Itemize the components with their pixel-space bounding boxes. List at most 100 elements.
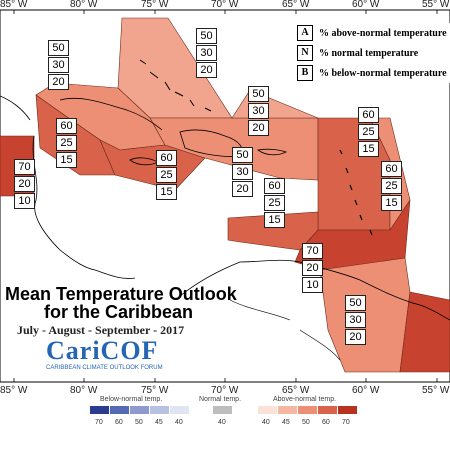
- scale-below-label: Below-normal temp.: [100, 396, 163, 403]
- bahamas-islands: [139, 59, 212, 112]
- swatch-above-70: [338, 406, 357, 414]
- value-normal: 30: [196, 45, 217, 61]
- legend-row-above: A % above-normal temperature: [297, 23, 450, 43]
- value-normal: 30: [248, 103, 269, 119]
- lon-bottom-85w: 85° W: [0, 385, 28, 396]
- value-above: 50: [48, 40, 69, 56]
- lon-top-60w: 60° W: [352, 0, 380, 10]
- lon-bottom-75w: 75° W: [141, 385, 169, 396]
- swatch-above-45: [278, 406, 297, 414]
- lon-top-80w: 80° W: [70, 0, 98, 10]
- lon-top-55w: 55° W: [422, 0, 450, 10]
- value-normal: 20: [14, 176, 35, 192]
- axis-ticks: [13, 10, 438, 382]
- region-suriname: [399, 291, 450, 373]
- swatch-above-40: [258, 406, 277, 414]
- lon-bottom-70w: 70° W: [211, 385, 239, 396]
- value-normal: 20: [302, 260, 323, 276]
- lon-bottom-65w: 65° W: [282, 385, 310, 396]
- swatch-below-40: [170, 406, 189, 414]
- tick-above-45: 45: [282, 419, 290, 426]
- value-below: 20: [232, 181, 253, 197]
- swatch-above-60: [318, 406, 337, 414]
- tick-below-45: 45: [155, 419, 163, 426]
- logo-tagline: CARIBBEAN CLIMATE OUTLOOK FORUM: [46, 365, 163, 371]
- lon-top-70w: 70° W: [211, 0, 239, 10]
- color-scale: Below-normal temp. Normal temp. Above-no…: [0, 393, 450, 450]
- lon-top-65w: 65° W: [282, 0, 310, 10]
- lon-top-75w: 75° W: [141, 0, 169, 10]
- tick-below-70: 70: [95, 419, 103, 426]
- value-normal: 25: [56, 135, 77, 151]
- value-normal: 30: [345, 312, 366, 328]
- swatch-below-45: [150, 406, 169, 414]
- value-below: 20: [48, 74, 69, 90]
- region-label-puerto-rico: 60 25 15: [264, 178, 285, 229]
- lon-bottom-55w: 55° W: [422, 385, 450, 396]
- value-above: 50: [248, 86, 269, 102]
- value-above: 50: [345, 295, 366, 311]
- map-title-line1: Mean Temperature Outlook: [5, 284, 237, 304]
- map-subtitle: July - August - September - 2017: [17, 323, 185, 337]
- region-label-cuba: 50 30 20: [48, 40, 69, 91]
- lon-bottom-80w: 80° W: [70, 385, 98, 396]
- value-below: 15: [358, 141, 379, 157]
- lesser-antilles-islands: [339, 149, 373, 236]
- value-below: 20: [196, 62, 217, 78]
- region-label-belize: 70 20 10: [14, 159, 35, 210]
- legend-text-below: % below-normal temperature: [319, 67, 447, 79]
- legend-text-above: % above-normal temperature: [319, 27, 447, 39]
- legend-key-b: B: [297, 65, 313, 81]
- value-above: 60: [56, 118, 77, 134]
- value-above: 50: [232, 147, 253, 163]
- caricof-logo: CariCOF CARIBBEAN CLIMATE OUTLOOK FORUM: [46, 337, 163, 372]
- region-label-leeward-islands: 60 25 15: [358, 107, 379, 158]
- south-america-coast: [179, 259, 450, 321]
- value-above: 70: [302, 243, 323, 259]
- tick-below-40: 40: [175, 419, 183, 426]
- value-above: 60: [156, 150, 177, 166]
- tick-normal-40: 40: [218, 419, 226, 426]
- value-normal: 25: [381, 178, 402, 194]
- legend-key-a: A: [297, 25, 313, 41]
- value-normal: 25: [264, 195, 285, 211]
- value-normal: 25: [358, 124, 379, 140]
- value-below: 20: [345, 329, 366, 345]
- scale-normal-label: Normal temp.: [199, 396, 242, 403]
- swatch-below-60: [110, 406, 129, 414]
- region-label-turks-caicos: 50 30 20: [248, 86, 269, 137]
- swatch-normal-40: [213, 406, 232, 414]
- region-label-jamaica: 60 25 15: [156, 150, 177, 201]
- value-below: 15: [156, 184, 177, 200]
- map-title-line2: for the Caribbean: [44, 302, 194, 322]
- lon-bottom-60w: 60° W: [352, 385, 380, 396]
- value-above: 60: [264, 178, 285, 194]
- legend-row-normal: N % normal temperature: [297, 43, 450, 63]
- value-above: 60: [381, 161, 402, 177]
- region-label-cayman: 60 25 15: [56, 118, 77, 169]
- region-label-bahamas: 50 30 20: [196, 28, 217, 79]
- value-below: 20: [248, 120, 269, 136]
- hispaniola-coast: [179, 129, 243, 157]
- value-below: 15: [381, 195, 402, 211]
- value-below: 10: [14, 193, 35, 209]
- region-label-trinidad: 70 20 10: [302, 243, 323, 294]
- value-below: 10: [302, 277, 323, 293]
- tick-above-60: 60: [322, 419, 330, 426]
- value-normal: 30: [232, 164, 253, 180]
- puerto-rico-coast: [257, 148, 288, 156]
- value-above: 50: [196, 28, 217, 44]
- value-above: 60: [358, 107, 379, 123]
- value-above: 70: [14, 159, 35, 175]
- lon-top-85w: 85° W: [0, 0, 28, 10]
- tick-below-60: 60: [115, 419, 123, 426]
- cuba-coast: [59, 97, 163, 131]
- region-label-windward-islands: 60 25 15: [381, 161, 402, 212]
- tick-above-50: 50: [302, 419, 310, 426]
- tick-above-40: 40: [262, 419, 270, 426]
- logo-wordmark: CariCOF: [46, 336, 159, 365]
- region-label-hispaniola: 50 30 20: [232, 147, 253, 198]
- swatch-below-50: [130, 406, 149, 414]
- legend-key-n: N: [297, 45, 313, 61]
